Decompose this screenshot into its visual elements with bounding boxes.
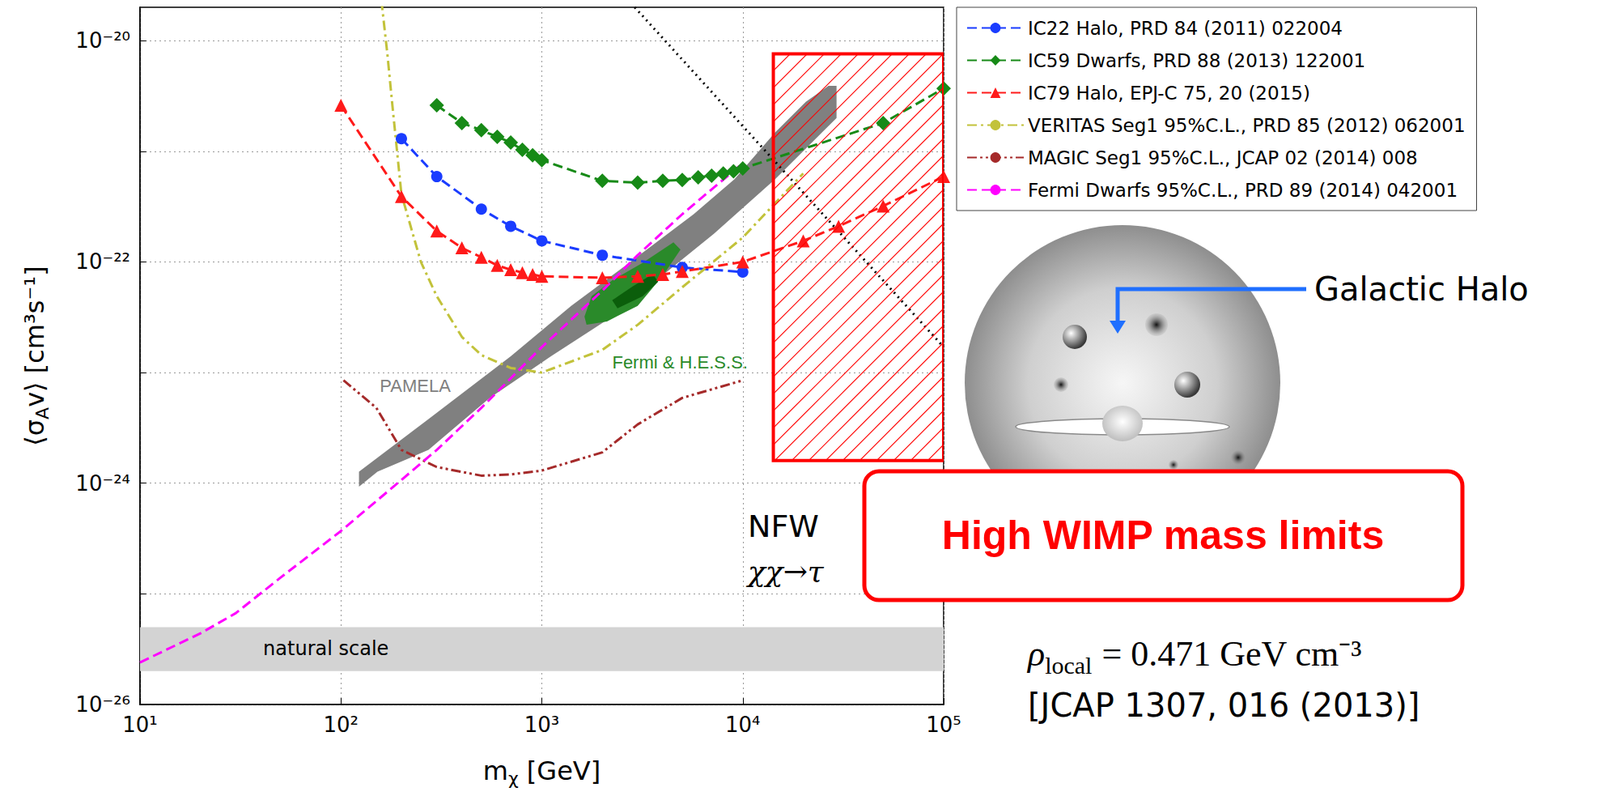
svg-text:[JCAP 1307, 016 (2013)]: [JCAP 1307, 016 (2013)]: [1027, 686, 1420, 724]
svg-text:natural scale: natural scale: [263, 636, 389, 660]
svg-text:10⁻²²: 10⁻²²: [75, 249, 131, 274]
svg-text:v⟩ [cm³s⁻¹]: v⟩ [cm³s⁻¹]: [19, 265, 51, 408]
svg-text:Galactic Halo: Galactic Halo: [1314, 270, 1529, 308]
svg-text:10⁻²⁴: 10⁻²⁴: [75, 471, 131, 496]
svg-text:NFW: NFW: [747, 508, 820, 544]
svg-text:PAMELA: PAMELA: [379, 375, 451, 396]
svg-text:χ: χ: [508, 768, 519, 789]
svg-text:10³: 10³: [524, 712, 561, 737]
svg-text:[GeV]: [GeV]: [518, 755, 602, 786]
svg-text:IC79 Halo, EPJ-C 75, 20 (2015): IC79 Halo, EPJ-C 75, 20 (2015): [1027, 82, 1311, 104]
svg-text:10¹: 10¹: [122, 712, 158, 737]
svg-text:10⁴: 10⁴: [725, 712, 761, 737]
svg-text:m: m: [483, 755, 509, 786]
svg-text:Fermi & H.E.S.S.: Fermi & H.E.S.S.: [611, 352, 747, 373]
svg-text:VERITAS Seg1 95%C.L., PRD 85 (: VERITAS Seg1 95%C.L., PRD 85 (2012) 0620…: [1027, 114, 1466, 136]
svg-text:A: A: [32, 407, 53, 420]
svg-text:MAGIC Seg1 95%C.L., JCAP 02 (2: MAGIC Seg1 95%C.L., JCAP 02 (2014) 008: [1027, 147, 1418, 169]
svg-text:IC22 Halo, PRD 84 (2011) 02200: IC22 Halo, PRD 84 (2011) 022004: [1027, 17, 1343, 39]
svg-text:⟨σ: ⟨σ: [19, 419, 51, 446]
svg-text:10⁻²⁶: 10⁻²⁶: [75, 691, 131, 717]
svg-text:Fermi Dwarfs 95%C.L., PRD 89 (: Fermi Dwarfs 95%C.L., PRD 89 (2014) 0420…: [1027, 179, 1458, 201]
svg-text:10²: 10²: [322, 712, 359, 737]
svg-text:ρlocal= 0.471 GeV cm⁻³: ρlocal= 0.471 GeV cm⁻³: [1026, 633, 1362, 679]
svg-text:10⁻²⁰: 10⁻²⁰: [75, 28, 131, 53]
svg-text:High WIMP mass limits: High WIMP mass limits: [942, 512, 1384, 558]
svg-text:χχ→τ: χχ→τ: [745, 554, 825, 588]
svg-text:IC59 Dwarfs, PRD 88 (2013) 122: IC59 Dwarfs, PRD 88 (2013) 122001: [1027, 50, 1366, 72]
svg-text:10⁵: 10⁵: [925, 712, 962, 737]
